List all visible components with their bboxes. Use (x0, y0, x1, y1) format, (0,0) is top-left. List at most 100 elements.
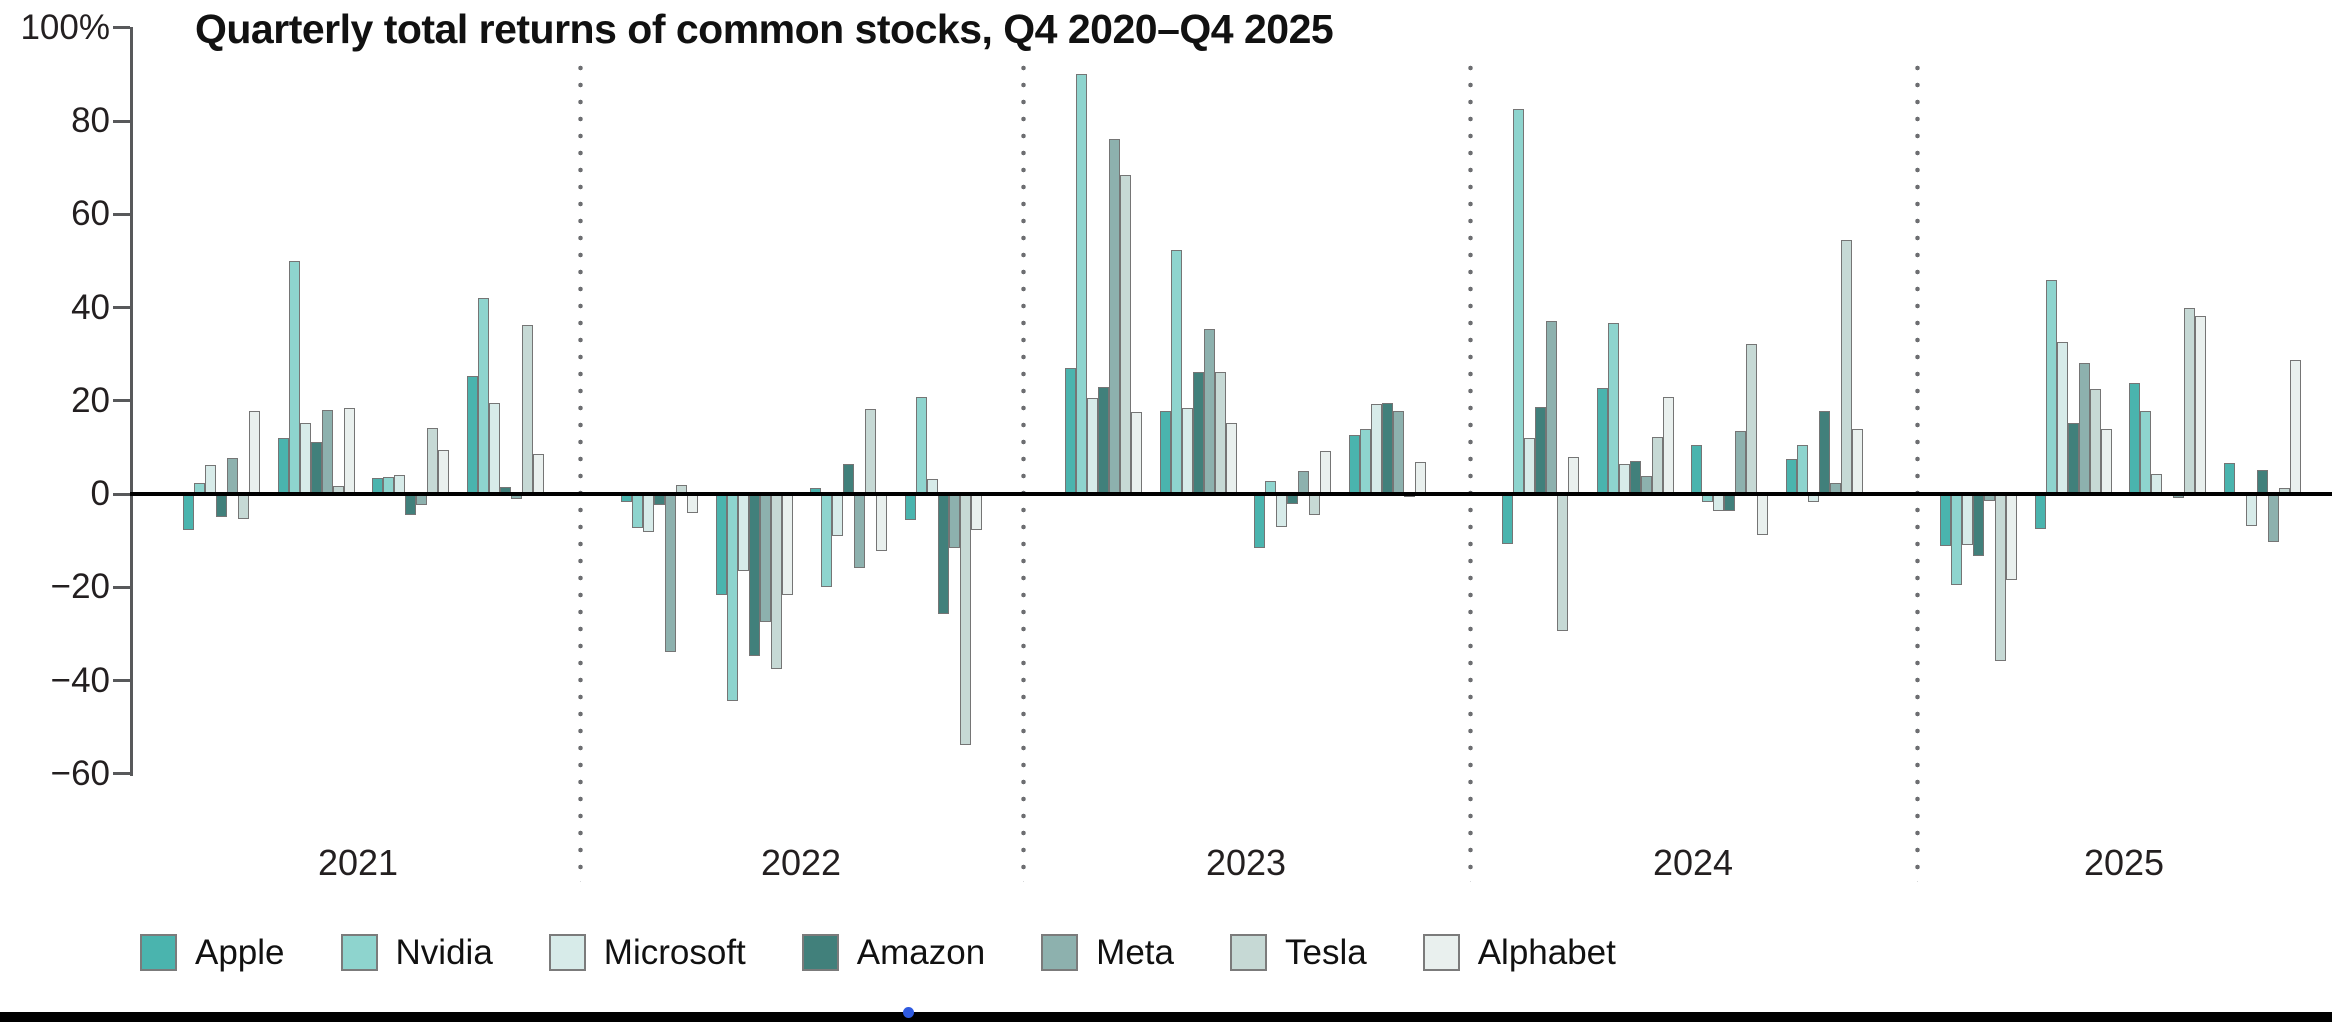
bar-nvidia-q1-2024 (1513, 109, 1524, 494)
bar-alphabet-q1-2022 (687, 494, 698, 513)
bar-apple-q1-2021 (183, 494, 194, 531)
bar-tesla-q4-2021 (521, 324, 533, 494)
bar-meta-q4-2025 (2267, 494, 2279, 543)
bar-amazon-q4-2023 (1381, 403, 1393, 494)
bar-microsoft-q3-2025 (2151, 473, 2162, 494)
bar-tesla-q2-2025 (2089, 388, 2101, 494)
bar-tesla-q3-2024 (1746, 343, 1757, 494)
bar-nvidia-q2-2023 (1170, 250, 1182, 494)
bar-apple-q4-2022 (904, 494, 916, 521)
bar-microsoft-q3-2024 (1713, 494, 1724, 511)
bar-nvidia-q2-2025 (2045, 280, 2057, 494)
bar-microsoft-q1-2021 (205, 464, 216, 494)
bar-amazon-q1-2021 (216, 494, 227, 518)
bar-nvidia-q2-2021 (288, 261, 300, 494)
bar-meta-q1-2021 (227, 457, 238, 494)
bar-amazon-q2-2021 (310, 441, 322, 494)
bar-apple-q4-2021 (466, 375, 478, 494)
y-axis-tick (113, 119, 130, 123)
bar-meta-q2-2023 (1203, 328, 1215, 494)
bar-alphabet-q3-2023 (1320, 450, 1331, 494)
bar-amazon-q4-2022 (937, 494, 949, 614)
bar-nvidia-q4-2021 (477, 298, 489, 494)
bar-nvidia-q4-2022 (915, 397, 927, 494)
bar-alphabet-q1-2025 (2006, 494, 2017, 580)
bar-nvidia-q1-2022 (632, 494, 643, 528)
bar-alphabet-q4-2023 (1414, 462, 1426, 494)
x-axis-year-label: 2025 (2083, 842, 2165, 883)
bar-apple-q4-2023 (1348, 435, 1360, 494)
legend-item-apple: Apple (140, 934, 285, 971)
legend-swatch-icon (1422, 934, 1460, 971)
bar-nvidia-q3-2025 (2140, 410, 2151, 494)
bar-microsoft-q4-2025 (2245, 494, 2257, 526)
y-axis-line (130, 27, 133, 776)
bar-alphabet-q3-2022 (876, 494, 887, 552)
bar-amazon-q2-2022 (748, 494, 760, 657)
bar-meta-q4-2022 (948, 494, 960, 548)
zero-baseline (130, 492, 2332, 496)
bar-tesla-q1-2025 (1995, 494, 2006, 661)
y-axis-tick-label: −60 (50, 753, 110, 793)
bar-alphabet-q2-2024 (1662, 397, 1674, 494)
legend-item-tesla: Tesla (1229, 934, 1367, 971)
legend-swatch-icon (1229, 934, 1267, 971)
bar-microsoft-q2-2021 (299, 423, 311, 494)
y-axis-tick (113, 306, 130, 309)
y-axis-tick (113, 772, 130, 776)
bar-alphabet-q2-2022 (781, 494, 793, 595)
y-axis-tick-label: 0 (90, 474, 110, 513)
bar-apple-q2-2023 (1159, 411, 1171, 494)
bar-amazon-q3-2022 (843, 464, 854, 494)
bar-alphabet-q4-2022 (970, 494, 982, 530)
bar-apple-q4-2024 (1785, 458, 1797, 494)
bar-microsoft-q2-2024 (1618, 464, 1630, 494)
y-axis-tick (113, 492, 130, 496)
legend-label: Meta (1096, 933, 1174, 972)
bar-amazon-q4-2025 (2256, 469, 2268, 494)
bar-alphabet-q2-2025 (2100, 429, 2112, 494)
bar-tesla-q3-2022 (865, 409, 876, 494)
bar-amazon-q1-2024 (1535, 406, 1546, 494)
bar-alphabet-q3-2025 (2195, 316, 2206, 494)
bar-microsoft-q2-2025 (2056, 342, 2068, 494)
bar-tesla-q1-2021 (238, 494, 249, 519)
y-axis-tick-label: 60 (71, 194, 110, 234)
x-axis-year-label: 2022 (760, 842, 842, 883)
bar-tesla-q2-2022 (770, 494, 782, 669)
bar-microsoft-q1-2022 (643, 494, 654, 533)
legend-item-microsoft: Microsoft (548, 934, 746, 971)
bar-nvidia-q4-2023 (1359, 429, 1371, 494)
bar-amazon-q3-2024 (1724, 494, 1735, 511)
legend-swatch-icon (140, 934, 177, 971)
bar-apple-q1-2023 (1065, 367, 1076, 494)
bar-meta-q3-2024 (1735, 430, 1746, 494)
bar-alphabet-q2-2023 (1225, 422, 1237, 494)
bar-amazon-q2-2025 (2067, 422, 2079, 494)
legend-label: Amazon (856, 933, 986, 972)
bar-apple-q1-2025 (1940, 494, 1951, 547)
y-axis-tick-label: −40 (50, 660, 110, 700)
bar-meta-q2-2022 (759, 494, 771, 623)
legend-label: Alphabet (1477, 933, 1616, 972)
x-axis-year-label: 2021 (317, 842, 399, 883)
bar-tesla-q1-2024 (1557, 494, 1568, 631)
legend-swatch-icon (548, 934, 586, 971)
bar-meta-q2-2025 (2078, 362, 2090, 494)
bar-nvidia-q3-2022 (821, 494, 832, 587)
bar-microsoft-q1-2024 (1524, 438, 1535, 494)
bar-meta-q3-2023 (1298, 470, 1309, 494)
y-axis-tick (113, 26, 130, 30)
bar-meta-q2-2021 (321, 409, 333, 494)
bar-amazon-q4-2024 (1818, 411, 1830, 494)
bar-alphabet-q4-2024 (1851, 428, 1863, 494)
resize-handle-dot[interactable] (903, 1007, 914, 1018)
y-axis-tick-label: 20 (71, 380, 110, 420)
bar-amazon-q2-2024 (1629, 460, 1641, 494)
bar-microsoft-q2-2023 (1181, 408, 1193, 494)
bar-tesla-q4-2022 (959, 494, 971, 745)
year-separator-dotted-line (577, 60, 583, 882)
bar-nvidia-q4-2024 (1796, 444, 1808, 494)
bar-apple-q4-2025 (2223, 462, 2235, 494)
